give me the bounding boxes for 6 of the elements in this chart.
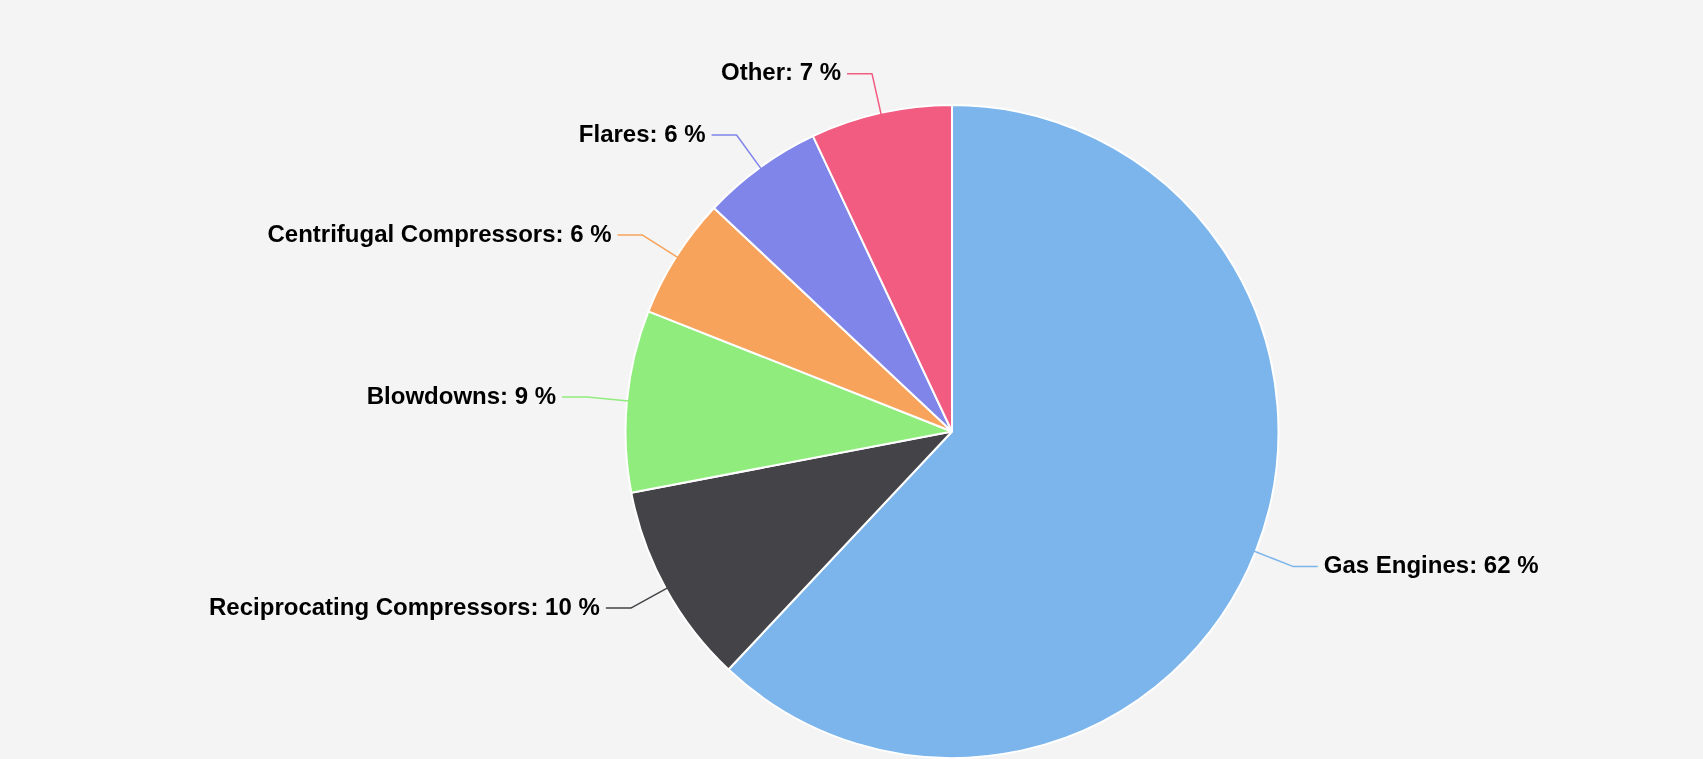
- slice-label: Reciprocating Compressors: 10 %: [209, 592, 600, 620]
- slice-label: Gas Engines: 62 %: [1323, 551, 1539, 579]
- slice-label: Flares: 6 %: [578, 119, 706, 147]
- slice-label: Other: 7 %: [721, 58, 842, 86]
- slice-label: Centrifugal Compressors: 6 %: [267, 219, 612, 247]
- slice-label: Blowdowns: 9 %: [366, 381, 557, 409]
